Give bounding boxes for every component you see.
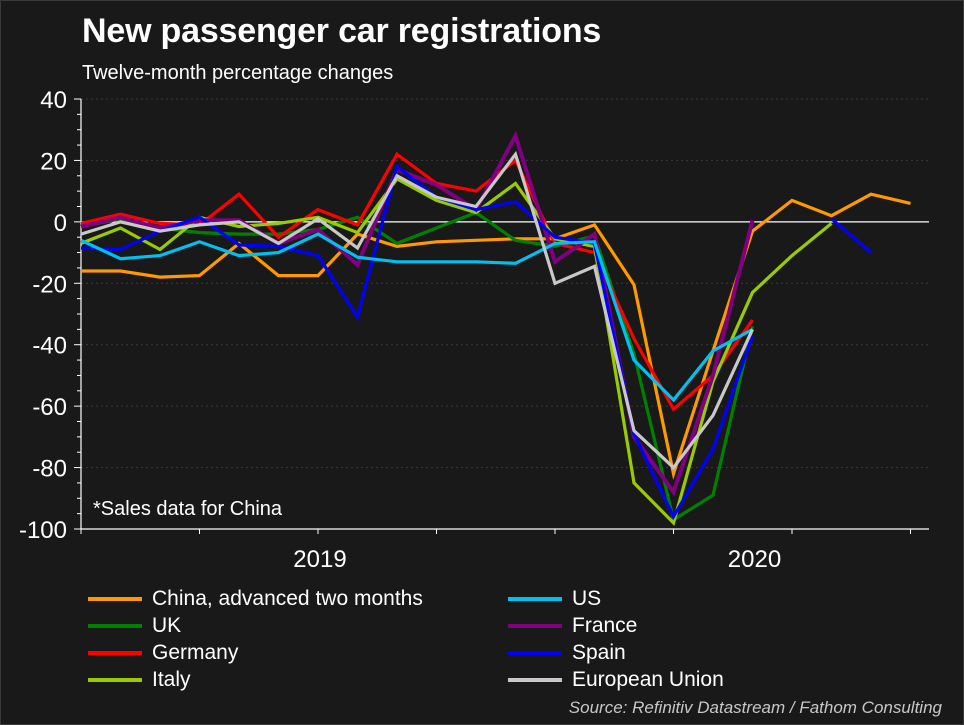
y-tick-label: -20 bbox=[32, 271, 67, 298]
series-line-us bbox=[80, 232, 754, 403]
chart-note: *Sales data for China bbox=[93, 498, 283, 520]
y-tick-label: 40 bbox=[40, 87, 67, 114]
y-tick-label: -100 bbox=[19, 517, 67, 544]
legend-label: China, advanced two months bbox=[152, 586, 423, 610]
x-tick-label: 2019 bbox=[293, 546, 346, 573]
chart-title: New passenger car registrations bbox=[82, 12, 602, 50]
y-tick-label: -80 bbox=[32, 456, 67, 483]
legend-swatch bbox=[508, 623, 562, 628]
legend-item: China, advanced two months bbox=[88, 585, 423, 612]
legend-label: UK bbox=[152, 613, 182, 637]
series-line-china-advanced-two-months bbox=[81, 192, 911, 480]
legend-label: US bbox=[572, 586, 602, 610]
legend-swatch bbox=[88, 623, 142, 628]
series-line-uk bbox=[80, 210, 755, 523]
y-tick-label: -40 bbox=[32, 333, 67, 360]
legend-swatch bbox=[508, 650, 562, 655]
legend-item: Italy bbox=[88, 666, 191, 693]
source-note: Source: Refinitiv Datastream / Fathom Co… bbox=[568, 698, 942, 717]
series-line-germany bbox=[80, 151, 754, 412]
legend-label: Italy bbox=[152, 667, 191, 691]
y-tick-label: 0 bbox=[54, 210, 67, 237]
legend-swatch bbox=[508, 677, 562, 682]
legend-label: Spain bbox=[572, 640, 626, 664]
legend-swatch bbox=[88, 677, 142, 682]
y-tick-label: 20 bbox=[40, 148, 67, 175]
legend-label: France bbox=[572, 613, 638, 637]
series-line-spain bbox=[80, 163, 755, 521]
series-line-european-union bbox=[80, 150, 754, 470]
series-line-spain bbox=[830, 217, 873, 254]
legend-item: US bbox=[508, 585, 601, 612]
legend-item: France bbox=[508, 612, 637, 639]
legend-swatch bbox=[88, 650, 142, 655]
legend-label: Germany bbox=[152, 640, 239, 664]
y-tick-label: -60 bbox=[32, 394, 67, 421]
legend-item: UK bbox=[88, 612, 181, 639]
legend-item: Germany bbox=[88, 639, 238, 666]
legend-swatch bbox=[508, 596, 562, 601]
legend-item: European Union bbox=[508, 666, 724, 693]
legend-label: European Union bbox=[572, 667, 724, 691]
legend-swatch bbox=[88, 596, 142, 601]
legend-item: Spain bbox=[508, 639, 626, 666]
chart-subtitle: Twelve-month percentage changes bbox=[82, 62, 394, 84]
x-tick-label: 2020 bbox=[728, 546, 781, 573]
